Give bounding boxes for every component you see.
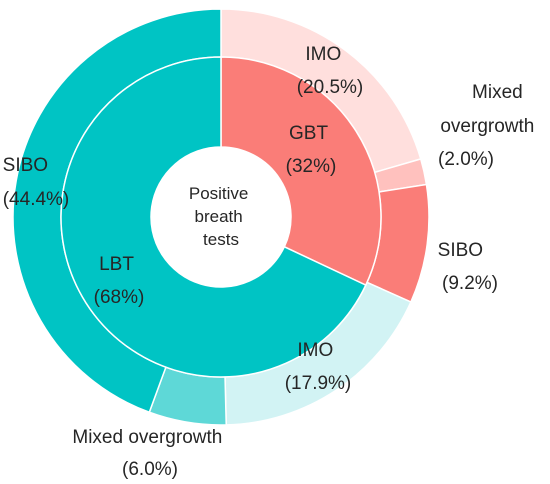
label-lbt-mixed: Mixed overgrowth (6.0%) <box>72 427 227 480</box>
label-gbt-imo-percent: (20.5%) <box>297 77 364 98</box>
label-lbt-imo-name: IMO <box>297 340 333 361</box>
label-lbt-imo-percent: (17.9%) <box>285 373 352 394</box>
outer-ring <box>12 8 430 426</box>
label-gbt-sibo-percent: (9.2%) <box>442 273 498 294</box>
label-gbt-mixed: Mixed overgrowth (2.0%) <box>438 82 540 170</box>
label-gbt-sibo-name: SIBO <box>438 240 483 261</box>
label-lbt-mixed-percent: (6.0%) <box>122 459 178 480</box>
label-lbt-imo: IMO (17.9%) <box>285 340 352 394</box>
label-gbt: GBT (32%) <box>286 123 337 177</box>
label-gbt-imo-name: IMO <box>305 44 341 65</box>
label-lbt-mixed-name: Mixed overgrowth <box>72 427 222 448</box>
label-lbt-sibo: SIBO (44.4%) <box>3 155 70 210</box>
center-label-line-3: tests <box>203 230 239 249</box>
label-gbt-sibo: SIBO (9.2%) <box>438 240 498 294</box>
label-lbt: LBT (68%) <box>94 254 145 308</box>
label-gbt-name: GBT <box>289 123 328 144</box>
label-lbt-name: LBT <box>99 254 134 275</box>
center-label-line-1: Positive <box>189 184 249 203</box>
label-gbt-imo: IMO (20.5%) <box>297 44 364 98</box>
center-label-line-2: breath <box>195 207 243 226</box>
label-gbt-mixed-name-1: Mixed <box>472 82 523 103</box>
label-lbt-sibo-name: SIBO <box>3 155 48 176</box>
center-label: Positive breath tests <box>189 184 253 249</box>
label-gbt-percent: (32%) <box>286 156 337 177</box>
label-lbt-percent: (68%) <box>94 287 145 308</box>
label-gbt-mixed-percent: (2.0%) <box>438 149 494 170</box>
center-hole <box>151 147 291 287</box>
label-lbt-sibo-percent: (44.4%) <box>3 189 70 210</box>
label-gbt-mixed-name-2: overgrowth <box>440 116 534 137</box>
